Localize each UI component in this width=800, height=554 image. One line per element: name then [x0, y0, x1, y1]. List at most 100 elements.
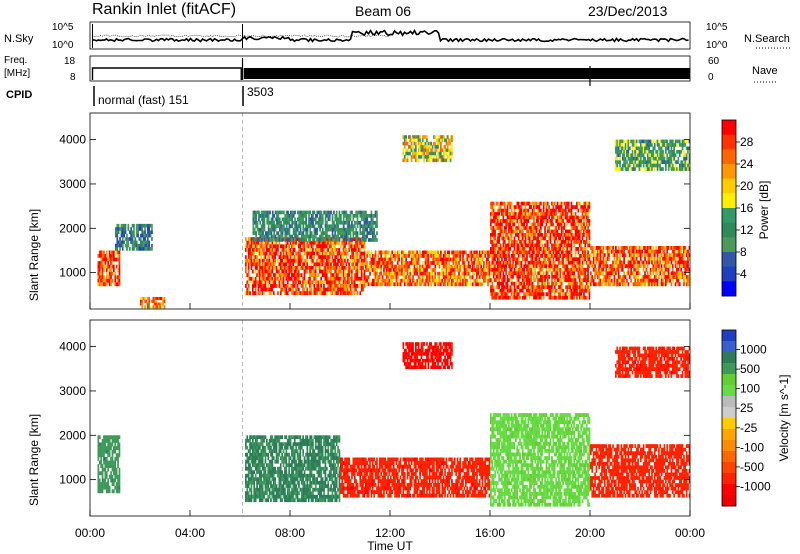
echo-cell — [345, 284, 348, 288]
echo-cell — [634, 282, 637, 287]
echo-cell — [254, 258, 257, 263]
echo-cell — [259, 284, 261, 288]
echo-cell — [303, 210, 306, 215]
echo-cell — [456, 268, 459, 272]
echo-cell — [535, 264, 538, 269]
echo-cell — [556, 274, 559, 279]
echo-cell — [495, 212, 498, 216]
echo-cell — [324, 220, 327, 225]
echo-cell — [284, 287, 286, 292]
echo-cell — [592, 278, 595, 283]
echo-cell — [359, 248, 362, 252]
echo-cell — [401, 264, 403, 269]
echo-cell — [300, 284, 303, 288]
echo-cell — [327, 234, 330, 239]
echo-cell — [558, 292, 560, 297]
echo-cell — [105, 264, 108, 269]
echo-cell — [121, 247, 124, 251]
echo-cell — [295, 224, 298, 229]
echo-cell — [146, 305, 149, 309]
echo-cell — [684, 264, 687, 269]
echo-cell — [423, 268, 425, 272]
echo-cell — [148, 297, 150, 301]
echo-cell — [583, 250, 585, 255]
echo-cell — [366, 282, 369, 287]
echo-cell — [274, 284, 276, 288]
echo-cell — [621, 282, 624, 287]
echo-cell — [259, 266, 261, 270]
echo-cell — [330, 284, 332, 288]
echo-cell — [656, 256, 659, 261]
echo-cell — [270, 291, 272, 296]
echo-cell — [247, 244, 250, 249]
echo-cell — [469, 275, 471, 280]
echo-cell — [640, 253, 642, 258]
echo-cell — [269, 210, 271, 215]
echo-cell — [317, 273, 320, 278]
echo-cell — [409, 268, 412, 272]
echo-cell — [358, 220, 360, 225]
echo-cell — [513, 205, 516, 209]
echo-cell — [140, 233, 142, 238]
echo-cell — [417, 261, 420, 265]
echo-cell — [97, 264, 100, 269]
echo-cell — [366, 214, 369, 218]
echo-cell — [552, 257, 555, 262]
echo-cell — [264, 273, 267, 278]
echo-cell — [638, 282, 641, 287]
echo-cell — [583, 201, 585, 206]
echo-cell — [258, 217, 260, 222]
echo-cell — [533, 278, 535, 283]
echo-cell — [146, 243, 149, 248]
echo-cell — [303, 291, 306, 296]
echo-cell — [377, 278, 380, 283]
echo-cell — [523, 281, 525, 286]
echo-cell — [337, 262, 339, 267]
cpid-segment-1: normal (fast) 151 — [98, 93, 189, 107]
echo-cell — [503, 250, 506, 255]
echo-cell — [435, 261, 438, 265]
echo-cell — [553, 254, 556, 258]
echo-cell — [449, 135, 452, 139]
echo-cell — [544, 247, 546, 251]
echo-cell — [534, 226, 537, 230]
echo-cell — [576, 257, 578, 262]
echo-cell — [370, 227, 373, 232]
echo-cell — [530, 260, 532, 265]
echo-cell — [388, 271, 391, 276]
echo-cell — [373, 234, 375, 239]
echo-cell — [151, 230, 153, 235]
echo-cell — [598, 260, 600, 265]
echo-cell — [409, 145, 412, 149]
echo-cell — [490, 236, 492, 241]
echo-cell — [339, 280, 342, 285]
echo-cell — [319, 284, 321, 288]
echo-cell — [352, 231, 355, 235]
echo-cell — [373, 261, 375, 265]
echo-cell — [146, 247, 149, 251]
echo-cell — [365, 217, 367, 222]
echo-cell — [145, 223, 148, 228]
echo-cell — [118, 268, 121, 272]
echo-cell — [328, 234, 331, 239]
echo-cell — [531, 243, 534, 248]
echo-cell — [616, 153, 619, 158]
echo-cell — [284, 244, 286, 249]
echo-cell — [480, 261, 482, 265]
echo-cell — [676, 253, 678, 258]
echo-cell — [309, 276, 311, 281]
echo-cell — [598, 256, 600, 261]
echo-cell — [274, 224, 277, 229]
echo-cell — [374, 234, 377, 239]
echo-cell — [259, 220, 262, 225]
echo-cell — [331, 214, 334, 218]
echo-cell — [527, 267, 530, 272]
echo-cell — [144, 299, 146, 303]
echo-cell — [313, 269, 316, 274]
echo-cell — [127, 227, 130, 231]
echo-cell — [541, 250, 544, 255]
echo-cell — [380, 261, 382, 265]
echo-cell — [260, 284, 262, 288]
echo-cell — [427, 257, 430, 262]
echo-cell — [508, 295, 510, 300]
